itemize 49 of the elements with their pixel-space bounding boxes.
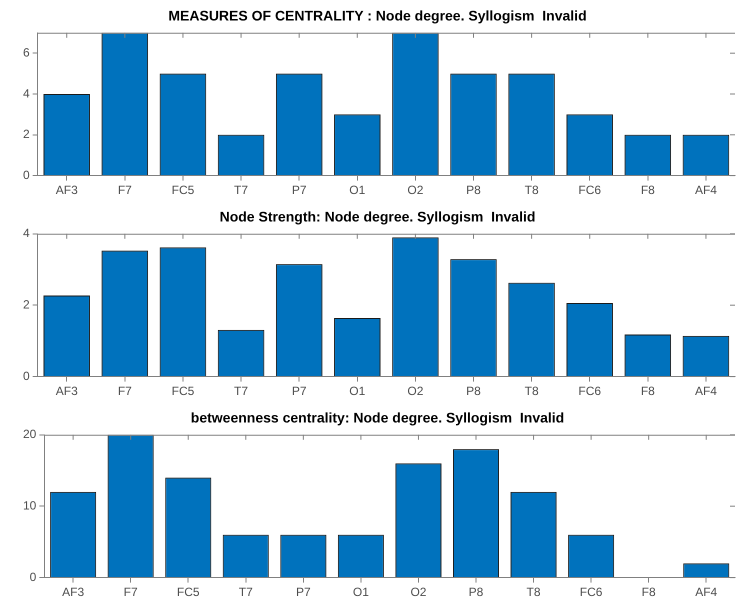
x-tick-label: O2	[410, 585, 427, 600]
chart-title: MEASURES OF CENTRALITY : Node degree. Syllogism Invalid	[168, 7, 587, 24]
x-tick-label: AF4	[694, 384, 718, 398]
x-tick-label: O1	[352, 585, 370, 600]
x-tick-label: FC6	[578, 384, 602, 398]
x-tick-label: P8	[466, 384, 482, 398]
x-tick-label: O2	[407, 384, 424, 398]
x-tick-label: FC5	[172, 384, 195, 398]
x-tick-label: FC6	[578, 183, 602, 198]
x-tick-label: P7	[292, 384, 307, 398]
x-tick-label: T7	[234, 183, 248, 198]
x-tick-label: AF3	[62, 585, 84, 600]
x-tick-label: AF3	[56, 384, 78, 398]
x-tick-label: AF4	[695, 585, 718, 600]
x-tick-label: T8	[524, 384, 539, 398]
x-tick-label: FC5	[172, 183, 195, 198]
y-tick-label: 0	[22, 168, 30, 182]
x-tick-label: T8	[526, 585, 541, 600]
x-tick-label: F7	[124, 585, 138, 600]
x-tick-label: T7	[238, 585, 254, 600]
x-tick-label: FC5	[176, 585, 200, 600]
y-tick-label: 2	[22, 298, 30, 312]
x-tick-label: P7	[292, 183, 307, 198]
x-tick-label: P8	[466, 183, 482, 198]
y-tick-label: 6	[22, 46, 30, 60]
x-tick-label: AF3	[56, 183, 78, 198]
x-tick-label: T7	[234, 384, 248, 398]
x-tick-label: P7	[296, 585, 311, 600]
x-tick-label: AF4	[694, 183, 718, 198]
x-tick-label: O1	[349, 183, 366, 198]
x-tick-label: P8	[468, 585, 484, 600]
x-tick-label: O1	[349, 384, 366, 398]
y-tick-label: 0	[22, 368, 30, 383]
y-tick-label: 10	[22, 498, 37, 513]
y-tick-label: 0	[30, 570, 37, 584]
y-tick-label: 2	[22, 127, 30, 142]
x-tick-label: F8	[642, 585, 656, 600]
x-tick-label: F7	[118, 183, 132, 198]
chart-title: betweenness centrality: Node degree. Syllogism Invalid	[190, 409, 564, 426]
x-tick-label: O2	[407, 183, 424, 198]
y-tick-label: 4	[22, 226, 30, 240]
x-tick-label: T8	[524, 183, 539, 198]
x-tick-label: F8	[640, 183, 656, 198]
chart-title: Node Strength: Node degree. Syllogism Invalid	[220, 208, 536, 224]
x-tick-label: FC6	[580, 585, 603, 600]
x-tick-label: F8	[640, 384, 656, 398]
x-tick-label: F7	[118, 384, 132, 398]
y-tick-label: 20	[22, 427, 37, 442]
y-tick-label: 4	[22, 86, 30, 100]
